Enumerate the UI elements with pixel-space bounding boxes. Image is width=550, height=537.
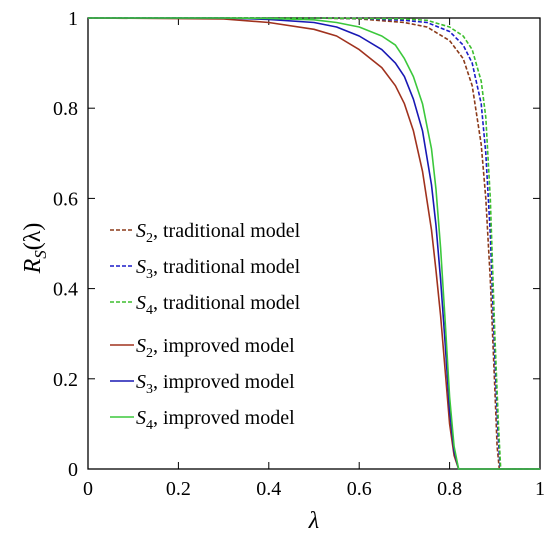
series-line-1: [88, 17, 540, 470]
y-tick-label: 0.4: [53, 279, 78, 301]
x-tick-label: 0.8: [437, 478, 462, 500]
y-axis-label-arg: (λ): [20, 223, 46, 251]
svg-text:RS(λ): RS(λ): [20, 223, 50, 275]
x-tick-label: 0.4: [256, 478, 281, 500]
y-tick-label: 1: [68, 8, 78, 30]
x-axis-label: λ: [308, 508, 319, 534]
series-line-5: [88, 17, 540, 470]
y-axis-label: RS(λ): [20, 223, 50, 275]
y-tick-label: 0.8: [53, 98, 78, 120]
axis-ticks: 0 0.2 0.4 0.6 0.8 1 0 0.2 0.4 0.6 0.8 1: [53, 8, 545, 500]
legend-label-2: S3, traditional model: [136, 256, 301, 282]
x-tick-label: 0: [83, 478, 93, 500]
legend: S2, traditional model S3, traditional mod…: [110, 220, 301, 433]
legend-label-1: S2, traditional model: [136, 220, 301, 246]
y-axis-label-sub: S: [31, 250, 50, 259]
legend-label-4: S2, improved model: [136, 335, 295, 361]
y-tick-label: 0.2: [53, 369, 78, 391]
series-line-4: [87, 17, 540, 470]
legend-label-5: S3, improved model: [136, 371, 295, 397]
legend-label-6: S4, improved model: [136, 407, 295, 433]
y-tick-label: 0.6: [53, 188, 78, 210]
y-tick-label: 0: [68, 459, 78, 481]
x-tick-label: 0.6: [347, 478, 372, 500]
legend-label-3: S4, traditional model: [136, 292, 301, 318]
y-axis-label-main: R: [20, 258, 46, 274]
x-tick-label: 1: [535, 478, 545, 500]
series-line-6: [88, 17, 540, 470]
x-tick-label: 0.2: [166, 478, 191, 500]
series-line-2: [88, 17, 540, 470]
series-layer: [87, 17, 540, 470]
series-line-3: [88, 17, 540, 470]
